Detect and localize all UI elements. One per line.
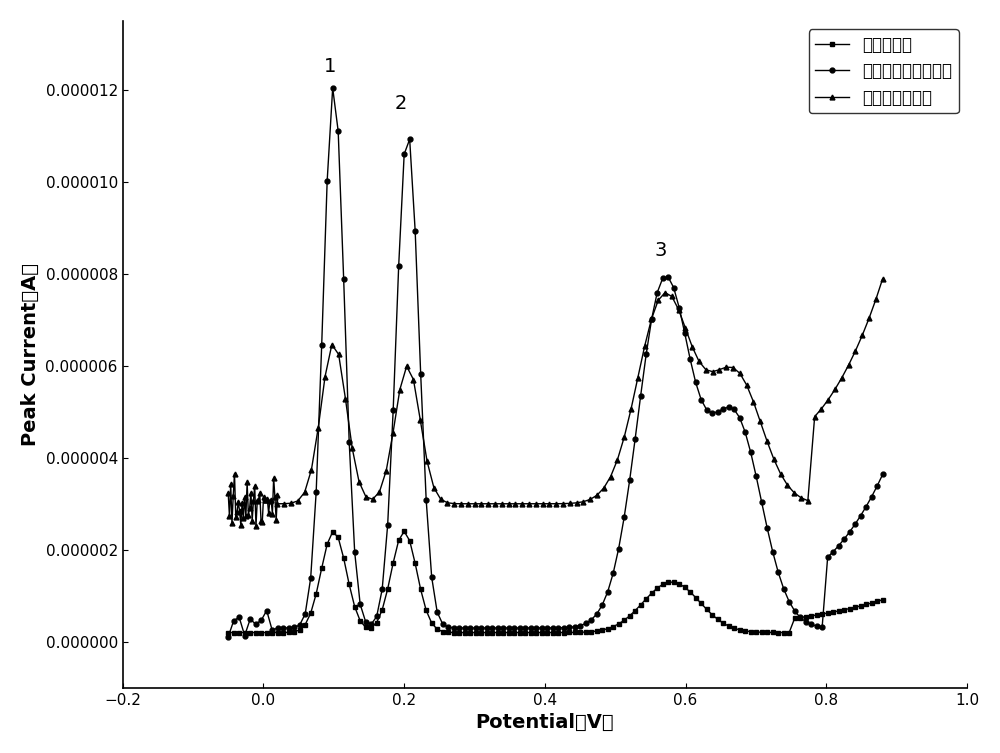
修饰后铅笔石墨电极 xyxy=(877,470,889,479)
裸铅笔石墨电极 xyxy=(693,357,705,366)
修饰后铅笔石墨电极 xyxy=(745,447,757,456)
裸铅笔石墨电极 xyxy=(584,495,596,504)
Line: 裸铅笔石墨电极: 裸铅笔石墨电极 xyxy=(226,276,885,529)
修饰后铅笔石墨电极 xyxy=(222,633,234,642)
X-axis label: Potential（V）: Potential（V） xyxy=(476,713,614,732)
修饰后铅笔石墨电极 xyxy=(404,135,416,144)
裸玻球电极 xyxy=(860,600,872,609)
裸铅笔石墨电极 xyxy=(462,499,474,508)
裸玻球电极 xyxy=(360,623,372,632)
Text: 2: 2 xyxy=(394,94,407,113)
修饰后铅笔石墨电极 xyxy=(365,620,377,629)
裸铅笔石墨电极 xyxy=(268,474,280,483)
裸玻球电极 xyxy=(398,527,410,536)
裸玻球电极 xyxy=(877,595,889,604)
裸玻球电极 xyxy=(222,628,234,637)
裸铅笔石墨电极 xyxy=(652,296,664,305)
裸铅笔石墨电极 xyxy=(380,466,392,475)
Y-axis label: Peak Current（A）: Peak Current（A） xyxy=(21,263,40,446)
修饰后铅笔石墨电极 xyxy=(591,610,603,619)
Text: 1: 1 xyxy=(324,57,336,76)
Text: 3: 3 xyxy=(655,241,667,260)
裸铅笔石墨电极 xyxy=(250,521,262,530)
Line: 修饰后铅笔石墨电极: 修饰后铅笔石墨电极 xyxy=(226,86,885,639)
修饰后铅笔石墨电极 xyxy=(679,328,691,337)
裸玻球电极 xyxy=(745,627,757,636)
裸玻球电极 xyxy=(591,626,603,636)
裸玻球电极 xyxy=(404,536,416,545)
修饰后铅笔石墨电极 xyxy=(860,502,872,511)
Legend: 裸玻球电极, 修饰后铅笔石墨电极, 裸铅笔石墨电极: 裸玻球电极, 修饰后铅笔石墨电极, 裸铅笔石墨电极 xyxy=(809,29,959,113)
Line: 裸玻球电极: 裸玻球电极 xyxy=(226,529,885,635)
裸铅笔石墨电极 xyxy=(877,274,889,283)
裸铅笔石墨电极 xyxy=(222,489,234,498)
修饰后铅笔石墨电极 xyxy=(327,84,339,93)
裸玻球电极 xyxy=(679,583,691,592)
